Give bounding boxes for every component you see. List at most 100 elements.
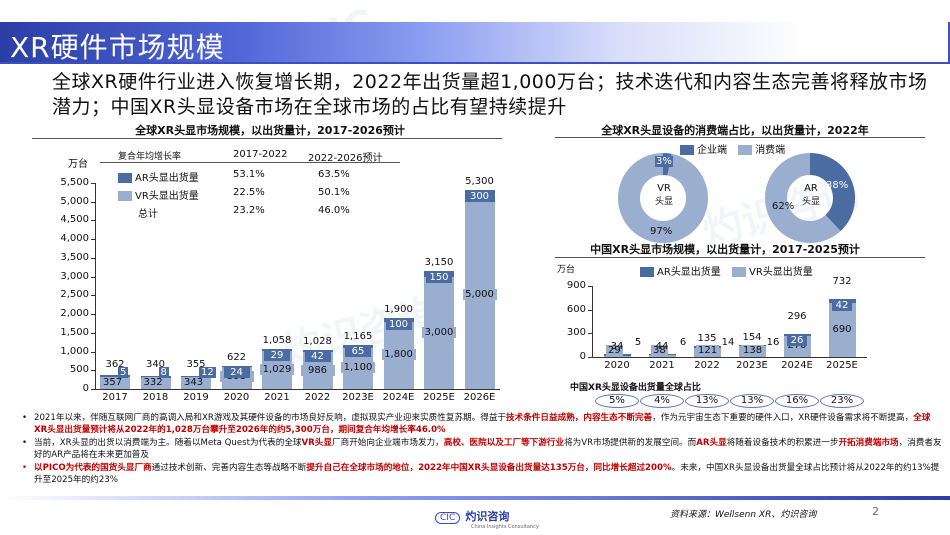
ar-value-label: 42 (304, 351, 331, 363)
cagr-value: 50.1% (318, 187, 350, 198)
total-label: 732 (832, 276, 852, 288)
vr-donut-center: VR 头显 (655, 183, 674, 207)
x-axis (95, 389, 500, 390)
y-tick-label: 1,500 (60, 326, 89, 338)
title-bar: XR硬件市场规模 (0, 22, 950, 64)
vr-value-label: 29 (606, 345, 623, 356)
cagr-row-label: AR头显出货量 (135, 173, 199, 184)
bullet-text: 以PICO为代表的国货头显厂商通过技术创新、完善内容生态等战略不断提升自己在全球… (34, 462, 940, 486)
bullet-dot-icon: • (22, 437, 28, 448)
x-tick-label: 2020 (604, 360, 630, 371)
logo-subtitle: China Insights Consultancy (471, 524, 539, 530)
y-tick-label: 5,000 (60, 195, 89, 207)
x-tick-label: 2022 (304, 392, 331, 403)
total-label: 340 (145, 359, 166, 370)
y-tick-label: 500 (69, 364, 89, 376)
cagr-header-label: 复合年均增长率 (118, 152, 182, 162)
china-xr-bar-chart: 0 300 600 900 2020 29 5 34 2021 38 6 44 2022 121 14 135… (567, 276, 867, 371)
global-chart-title: 全球XR头显市场规模，以出货量计，2017-2026预计 (135, 124, 405, 137)
ar-value-label: 65 (345, 346, 371, 358)
y-tick-label: 4,500 (60, 214, 89, 226)
y-tick (588, 309, 592, 311)
y-axis (592, 286, 593, 357)
x-tick-label: 2017 (102, 392, 128, 403)
bullet-item: • 当前，XR头显的出货以消费端为主。随着以Meta Quest为代表的全球VR头… (22, 437, 942, 462)
total-label: 1,058 (262, 335, 292, 347)
page-number: 2 (872, 505, 879, 518)
y-tick (91, 314, 95, 316)
vr-value-label: 343 (182, 377, 206, 388)
divider (555, 257, 925, 258)
consumer-swatch (738, 145, 753, 155)
x-tick-label: 2019 (183, 392, 209, 403)
y-tick-label: 0 (82, 383, 89, 394)
ar-value-label: 6 (679, 337, 687, 348)
cagr-row-ar: AR头显出货量 (118, 169, 199, 184)
ar-value-label: 26 (787, 334, 807, 346)
x-tick-label: 2021 (649, 360, 675, 371)
donut-label: 97% (650, 226, 673, 237)
logo-text: 灼识咨询 (465, 510, 510, 523)
share-pill: 13% (730, 394, 774, 408)
total-label: 1,900 (384, 303, 413, 315)
total-label: 135 (697, 333, 717, 345)
share-pill: 16% (775, 394, 819, 408)
ar-value-label: 300 (466, 191, 493, 203)
y-tick (91, 295, 95, 297)
total-label: 362 (105, 359, 125, 370)
y-tick (91, 239, 95, 241)
ar-value-label: 24 (223, 366, 250, 378)
vr-value-label: 3,000 (422, 326, 456, 338)
x-axis (592, 357, 867, 358)
y-tick (91, 276, 95, 278)
consumer-share-title: 全球XR头显设备的消费端占比，以出货量计，2022年 (601, 124, 869, 137)
china-legend: AR头显出货量 VR头显出货量 (640, 263, 813, 278)
cagr-row-vr: VR头显出货量 (118, 187, 199, 202)
china-chart-title: 中国XR头显市场规模，以出货量计，2017-2025预计 (590, 243, 860, 256)
share-pill: 4% (640, 394, 684, 408)
x-tick-label: 2024E (781, 360, 813, 371)
vr-value-label: 690 (832, 323, 852, 335)
y-tick (91, 257, 95, 259)
share-pill: 5% (595, 394, 639, 408)
total-label: 296 (787, 310, 807, 322)
ar-value-label: 100 (385, 318, 412, 330)
y-tick (588, 333, 592, 335)
y-axis-unit: 万台 (557, 265, 576, 275)
vr-legend-swatch (118, 191, 132, 201)
x-tick-label: 2021 (264, 392, 290, 403)
total-label: 1,028 (303, 336, 332, 348)
ar-value-label: 8 (158, 367, 169, 378)
cagr-value: 46.0% (318, 205, 350, 216)
ar-value-label: 150 (426, 272, 452, 284)
vr-value-label: 986 (300, 364, 335, 376)
footer-logo: CIC 灼识咨询 China Insights Consultancy (435, 505, 539, 530)
y-tick-label: 4,000 (60, 233, 89, 245)
cagr-header-col2: 2022-2026预计 (308, 153, 383, 164)
total-label: 44 (655, 340, 669, 352)
x-tick-label: 2020 (223, 392, 250, 403)
enterprise-swatch (680, 145, 694, 155)
page-title: XR硬件市场规模 (10, 31, 225, 64)
x-tick-label: 2023E (736, 360, 768, 371)
cagr-value: 23.2% (233, 205, 265, 216)
cagr-value: 63.5% (318, 169, 350, 180)
cic-logo-icon: CIC (435, 512, 461, 524)
y-tick-label: 2,000 (60, 308, 89, 320)
vr-legend-swatch (731, 267, 746, 277)
ar-bar (181, 375, 211, 378)
legend-label: AR头显出货量 (657, 267, 721, 278)
y-tick (588, 286, 592, 287)
vr-value-label: 121 (696, 345, 720, 356)
y-tick-label: 5,500 (60, 177, 89, 188)
bullet-list: • 2021年以来，伴随互联网厂商的高调入局和XR游戏及其硬件设备的市场良好反响，… (22, 412, 942, 486)
donut-label: 62% (772, 201, 795, 212)
vr-value-label: 1,800 (381, 349, 416, 361)
x-tick-label: 2026E (463, 392, 496, 403)
ar-bar (100, 375, 130, 377)
y-tick-label: 3,500 (60, 251, 89, 263)
vr-value-label: 5,000 (462, 289, 497, 301)
ar-value-label: 12 (199, 367, 216, 378)
ar-donut-center: AR 头显 (802, 183, 821, 207)
vr-bar (828, 302, 856, 357)
